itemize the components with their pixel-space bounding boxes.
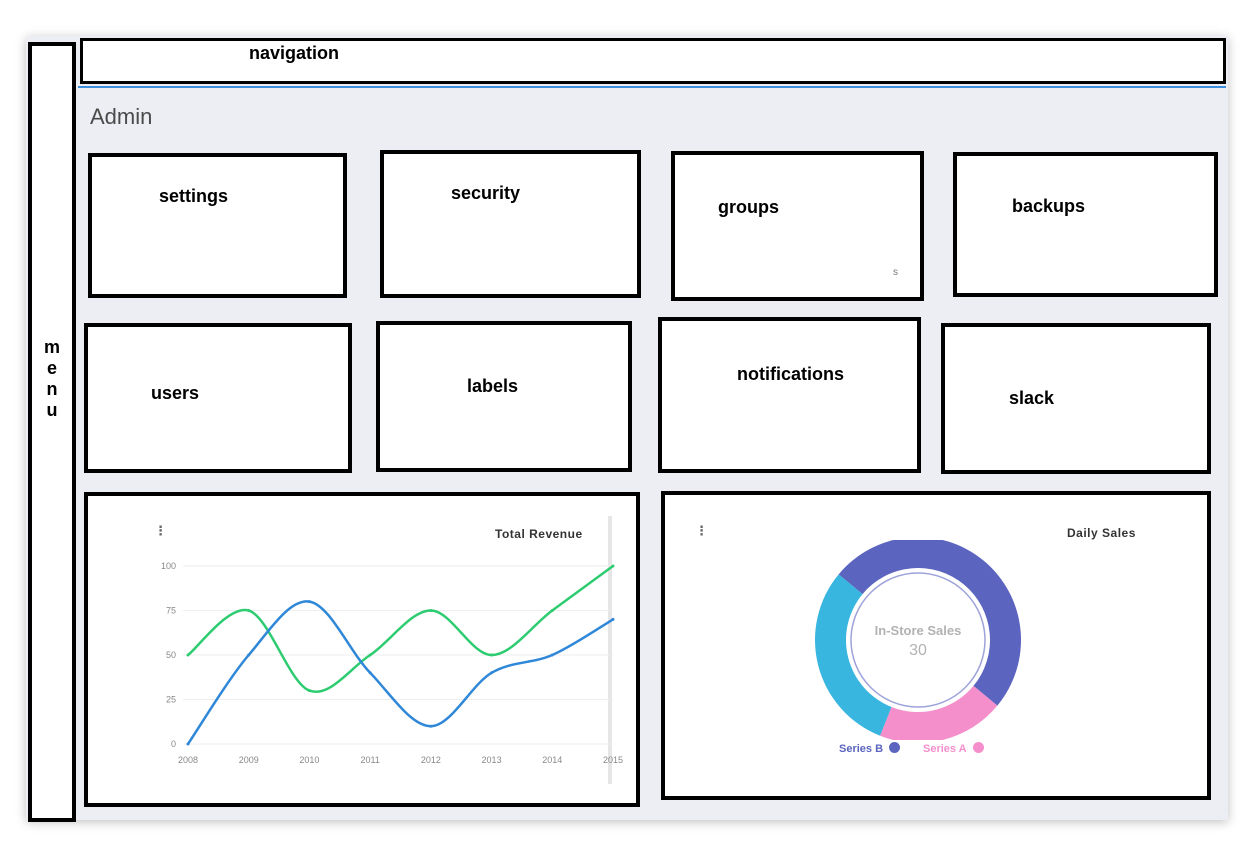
tile-users[interactable]: users [84, 323, 352, 473]
y-tick-label: 0 [171, 739, 176, 749]
data-point [247, 653, 251, 657]
kebab-menu-icon[interactable]: ⋮ [154, 523, 167, 538]
data-point [490, 671, 494, 675]
line-chart: 0 25 50 75 100 2008 2009 2010 2011 2012 2013 2014 20… [161, 561, 623, 765]
legend-label: Series A [923, 743, 967, 755]
data-point [368, 653, 372, 657]
y-tick-label: 75 [166, 606, 176, 616]
tile-groups[interactable]: groups s [671, 151, 924, 301]
daily-sales-card: ⋮ Daily Sales In-Store Sales 30 Series B… [661, 491, 1211, 800]
donut-slice [838, 540, 1021, 706]
menu-letter: e [46, 358, 57, 378]
donut-center-value: 30 [909, 642, 927, 659]
menu-letter: n [46, 379, 58, 399]
y-tick-label: 50 [166, 650, 176, 660]
kebab-menu-icon[interactable]: ⋮ [695, 523, 708, 538]
total-revenue-card: ⋮ Total Revenue 0 25 50 75 100 2008 2009 2010 20… [84, 492, 640, 807]
legend-dot [972, 742, 984, 753]
tile-label: groups [718, 197, 779, 217]
donut-slice [880, 685, 998, 740]
legend-series-b[interactable]: Series B [839, 742, 901, 755]
x-tick-label: 2012 [421, 755, 441, 765]
data-point [611, 564, 615, 568]
series-line-1 [187, 564, 614, 694]
data-point [550, 609, 554, 612]
side-menu[interactable]: m e n u [28, 42, 76, 822]
chart-scrollbar[interactable] [608, 516, 612, 784]
legend-series-a[interactable]: Series A [923, 742, 984, 755]
donut-center: In-Store Sales 30 [848, 623, 988, 660]
data-point [368, 671, 372, 675]
tile-notifications[interactable]: notifications [658, 317, 921, 473]
tile-label: labels [467, 376, 519, 396]
tile-backups[interactable]: backups [953, 152, 1218, 297]
menu-letter: u [46, 400, 58, 420]
navigation-bar[interactable]: navigation [80, 38, 1226, 84]
menu-label: m e n u [32, 337, 72, 421]
series-line-2 [186, 600, 614, 745]
tile-label: users [151, 383, 200, 403]
donut-inner-ring [850, 572, 986, 708]
legend-label: Series B [839, 743, 884, 755]
chart-title: Total Revenue [495, 527, 583, 541]
navigation-divider [78, 86, 1226, 88]
donut-chart [815, 540, 1021, 740]
legend-dot [889, 742, 901, 753]
data-point [247, 609, 251, 612]
tile-slack[interactable]: slack [941, 323, 1211, 474]
x-tick-label: 2015 [603, 755, 623, 765]
page-title: Admin [90, 104, 153, 129]
tile-label: security [451, 183, 521, 203]
data-point [490, 653, 494, 657]
data-point [307, 689, 311, 693]
x-tick-label: 2010 [299, 755, 319, 765]
data-point [186, 653, 190, 657]
data-point [550, 653, 554, 657]
menu-letter: m [43, 337, 60, 357]
navigation-label: navigation [249, 43, 340, 63]
tile-security[interactable]: security [380, 150, 641, 298]
data-point [429, 724, 433, 728]
y-tick-label: 25 [166, 695, 176, 705]
tile-label: settings [159, 186, 229, 206]
tile-settings[interactable]: settings [88, 153, 347, 298]
donut-center-label: In-Store Sales [874, 623, 962, 638]
data-point [307, 600, 311, 604]
tile-note: s [893, 267, 898, 278]
x-tick-label: 2011 [360, 755, 379, 765]
tile-label: notifications [737, 364, 844, 384]
chart-title: Daily Sales [1067, 526, 1136, 540]
tile-label: slack [1009, 388, 1055, 408]
x-tick-label: 2009 [239, 755, 259, 765]
donut-slice [815, 574, 892, 736]
x-tick-label: 2008 [178, 755, 198, 765]
data-point [429, 609, 433, 612]
data-point [186, 742, 190, 746]
tile-labels[interactable]: labels [376, 321, 632, 472]
tile-label: backups [1012, 196, 1086, 216]
data-point [611, 617, 615, 621]
x-tick-label: 2013 [482, 755, 502, 765]
y-tick-label: 100 [161, 561, 176, 571]
x-tick-label: 2014 [542, 755, 562, 765]
